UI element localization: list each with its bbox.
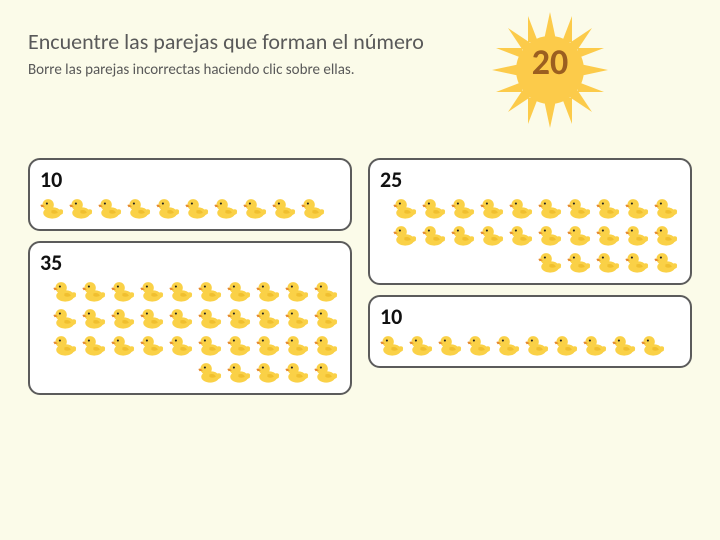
duck-icon xyxy=(538,249,564,275)
duck-icon xyxy=(156,195,182,221)
duck-icon xyxy=(409,332,435,358)
duck-icon xyxy=(185,195,211,221)
duck-icon xyxy=(285,332,311,358)
duck-icon xyxy=(82,305,108,331)
duck-icon xyxy=(583,332,609,358)
cards-col-right: 25 xyxy=(368,158,692,395)
duck-icon xyxy=(567,195,593,221)
number-card[interactable]: 35 xyxy=(28,241,352,395)
header: Encuentre las parejas que forman el núme… xyxy=(28,28,520,79)
duck-icon xyxy=(140,278,166,304)
duck-icon xyxy=(256,359,282,385)
duck-icon xyxy=(285,278,311,304)
duck-icon xyxy=(256,278,282,304)
duck-icon xyxy=(654,249,680,275)
duck-icon xyxy=(596,222,622,248)
number-card[interactable]: 10 xyxy=(28,158,352,231)
duck-icon xyxy=(53,278,79,304)
duck-icon xyxy=(480,195,506,221)
duck-icon xyxy=(612,332,638,358)
duck-icon xyxy=(654,195,680,221)
duck-icon xyxy=(393,195,419,221)
duck-icon xyxy=(285,359,311,385)
duck-icon xyxy=(654,222,680,248)
duck-icon xyxy=(538,195,564,221)
page-title: Encuentre las parejas que forman el núme… xyxy=(28,28,520,55)
duck-icon xyxy=(198,305,224,331)
duck-icon xyxy=(69,195,95,221)
duck-icon xyxy=(111,305,137,331)
duck-icon xyxy=(169,332,195,358)
duck-icon xyxy=(480,222,506,248)
duck-icon xyxy=(438,332,464,358)
duck-icon xyxy=(567,222,593,248)
ducks-row xyxy=(380,332,680,358)
duck-icon xyxy=(198,278,224,304)
duck-icon xyxy=(214,195,240,221)
number-card[interactable]: 10 xyxy=(368,295,692,368)
duck-icon xyxy=(53,305,79,331)
ducks-row xyxy=(380,195,680,275)
duck-icon xyxy=(243,195,269,221)
duck-icon xyxy=(596,195,622,221)
duck-icon xyxy=(256,305,282,331)
cards-col-left: 10 xyxy=(28,158,352,395)
ducks-row xyxy=(40,278,340,385)
duck-icon xyxy=(509,222,535,248)
duck-icon xyxy=(40,195,66,221)
duck-icon xyxy=(509,195,535,221)
duck-icon xyxy=(567,249,593,275)
duck-icon xyxy=(451,195,477,221)
duck-icon xyxy=(314,305,340,331)
card-number: 10 xyxy=(40,166,340,193)
ducks-row xyxy=(40,195,340,221)
duck-icon xyxy=(256,332,282,358)
duck-icon xyxy=(554,332,580,358)
duck-icon xyxy=(82,332,108,358)
duck-icon xyxy=(227,305,253,331)
duck-icon xyxy=(641,332,667,358)
duck-icon xyxy=(82,278,108,304)
duck-icon xyxy=(227,278,253,304)
duck-icon xyxy=(285,305,311,331)
duck-icon xyxy=(596,249,622,275)
duck-icon xyxy=(380,332,406,358)
duck-icon xyxy=(625,222,651,248)
duck-icon xyxy=(272,195,298,221)
duck-icon xyxy=(227,359,253,385)
number-card[interactable]: 25 xyxy=(368,158,692,285)
duck-icon xyxy=(422,195,448,221)
duck-icon xyxy=(127,195,153,221)
duck-icon xyxy=(625,195,651,221)
duck-icon xyxy=(140,305,166,331)
duck-icon xyxy=(111,278,137,304)
card-number: 25 xyxy=(380,166,680,193)
duck-icon xyxy=(451,222,477,248)
target-number: 20 xyxy=(522,40,578,84)
duck-icon xyxy=(422,222,448,248)
card-number: 10 xyxy=(380,303,680,330)
cards-grid: 10 xyxy=(28,158,692,395)
duck-icon xyxy=(111,332,137,358)
duck-icon xyxy=(198,332,224,358)
duck-icon xyxy=(496,332,522,358)
duck-icon xyxy=(301,195,327,221)
duck-icon xyxy=(227,332,253,358)
duck-icon xyxy=(538,222,564,248)
duck-icon xyxy=(467,332,493,358)
duck-icon xyxy=(140,332,166,358)
duck-icon xyxy=(314,332,340,358)
duck-icon xyxy=(169,278,195,304)
duck-icon xyxy=(198,359,224,385)
card-number: 35 xyxy=(40,249,340,276)
duck-icon xyxy=(169,305,195,331)
duck-icon xyxy=(53,332,79,358)
page-subtitle: Borre las parejas incorrectas haciendo c… xyxy=(28,61,520,79)
duck-icon xyxy=(625,249,651,275)
duck-icon xyxy=(314,359,340,385)
duck-icon xyxy=(98,195,124,221)
duck-icon xyxy=(314,278,340,304)
duck-icon xyxy=(525,332,551,358)
duck-icon xyxy=(393,222,419,248)
